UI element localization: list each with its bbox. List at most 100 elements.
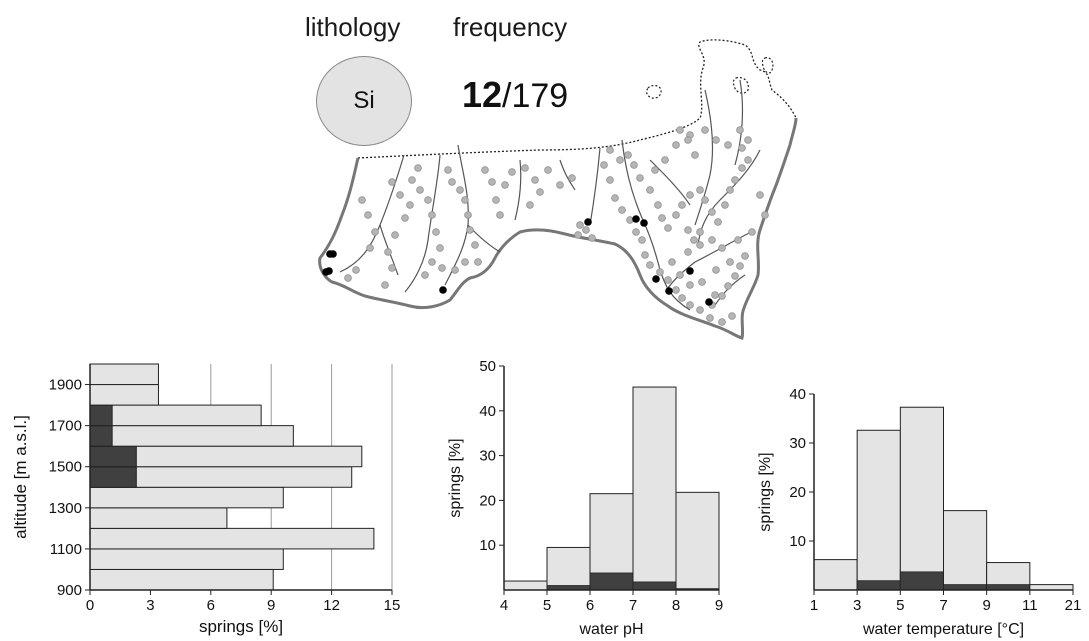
spring-marker bbox=[466, 226, 474, 234]
spring-marker bbox=[744, 156, 752, 164]
selected-spring-marker bbox=[325, 267, 333, 275]
spring-marker bbox=[718, 318, 726, 326]
spring-marker bbox=[696, 306, 704, 314]
spring-marker bbox=[508, 168, 516, 176]
lithology-code: Si bbox=[353, 87, 375, 114]
spring-marker bbox=[721, 201, 729, 209]
selected-spring-marker bbox=[652, 275, 660, 283]
x-tick-label: 11 bbox=[1022, 597, 1038, 614]
bar-all-springs bbox=[675, 491, 720, 591]
y-axis-label: springs [%] bbox=[447, 438, 464, 517]
spring-marker bbox=[371, 228, 379, 236]
bar-all-springs bbox=[89, 527, 375, 550]
spring-marker bbox=[344, 274, 352, 282]
y-tick-label: 30 bbox=[789, 435, 806, 452]
spring-marker bbox=[461, 196, 469, 204]
spring-marker bbox=[588, 234, 596, 242]
spring-marker bbox=[714, 218, 722, 226]
spring-marker bbox=[731, 176, 739, 184]
selected-spring-marker bbox=[329, 250, 337, 258]
spring-marker bbox=[428, 211, 436, 219]
selected-spring-markers bbox=[322, 215, 713, 306]
spring-marker bbox=[416, 186, 424, 194]
ph-histogram: 10 20 30 40 50 4 5 6 7 8 9 water pH springs [%] bbox=[447, 358, 723, 638]
spring-marker bbox=[696, 186, 704, 194]
x-tick-label: 6 bbox=[207, 597, 215, 614]
spring-marker bbox=[526, 201, 534, 209]
spring-marker bbox=[364, 211, 372, 219]
spring-marker bbox=[448, 178, 456, 186]
spring-marker bbox=[672, 141, 680, 149]
selected-spring-marker bbox=[640, 219, 648, 227]
selected-spring-marker bbox=[686, 267, 694, 275]
spring-marker bbox=[741, 252, 749, 260]
spring-marker bbox=[438, 264, 446, 272]
bar-selected-lithology bbox=[89, 466, 137, 488]
spring-marker bbox=[684, 248, 692, 256]
spring-marker bbox=[646, 186, 654, 194]
frequency-total: /179 bbox=[502, 77, 569, 115]
x-tick-label: 9 bbox=[715, 597, 723, 614]
bar-all-springs bbox=[89, 568, 274, 591]
spring-marker bbox=[654, 201, 662, 209]
spring-marker bbox=[606, 176, 614, 184]
river-line bbox=[404, 154, 441, 293]
spring-marker bbox=[384, 248, 392, 256]
river-line bbox=[514, 159, 522, 221]
spring-marker bbox=[678, 294, 686, 302]
spring-marker bbox=[381, 281, 389, 289]
spring-marker bbox=[678, 201, 686, 209]
y-tick-label: 20 bbox=[479, 492, 496, 509]
x-tick-label: 21 bbox=[1065, 597, 1082, 614]
spring-marker bbox=[686, 191, 694, 199]
spring-marker bbox=[488, 178, 496, 186]
x-tick-label: 5 bbox=[543, 597, 551, 614]
bar-all-springs bbox=[813, 559, 858, 591]
dotted-islet bbox=[646, 84, 662, 99]
y-tick-label: 1900 bbox=[49, 377, 82, 394]
spring-marker bbox=[582, 226, 590, 234]
spring-marker bbox=[701, 126, 709, 134]
spring-marker bbox=[684, 226, 692, 234]
lithology-badge: Si bbox=[316, 56, 412, 146]
spring-marker bbox=[352, 266, 360, 274]
spring-marker bbox=[424, 196, 432, 204]
river-line bbox=[734, 79, 744, 166]
x-axis-label: springs [%] bbox=[199, 617, 283, 636]
river-line bbox=[714, 274, 746, 306]
region-map bbox=[318, 39, 798, 340]
spring-marker bbox=[726, 186, 734, 194]
spring-marker bbox=[651, 166, 659, 174]
y-tick-label: 900 bbox=[57, 582, 82, 599]
spring-marker bbox=[638, 236, 646, 244]
y-tick-label: 1300 bbox=[49, 500, 82, 517]
spring-marker bbox=[701, 196, 709, 204]
river-line bbox=[649, 159, 691, 206]
spring-marker bbox=[556, 181, 564, 189]
x-tick-label: 9 bbox=[982, 597, 990, 614]
spring-marker bbox=[690, 236, 698, 244]
spring-marker bbox=[464, 211, 472, 219]
spring-marker bbox=[734, 236, 742, 244]
x-tick-label: 3 bbox=[853, 597, 861, 614]
spring-marker bbox=[600, 161, 608, 169]
x-tick-label: 7 bbox=[939, 597, 947, 614]
spring-marker bbox=[616, 156, 624, 164]
bar-all-springs bbox=[503, 580, 548, 591]
spring-marker bbox=[718, 292, 726, 300]
river-line bbox=[621, 139, 661, 271]
y-tick-label: 50 bbox=[479, 358, 496, 375]
x-tick-label: 1 bbox=[810, 597, 818, 614]
spring-marker bbox=[646, 261, 654, 269]
spring-marker bbox=[664, 224, 672, 232]
y-tick-label: 1500 bbox=[49, 459, 82, 476]
spring-marker bbox=[461, 258, 469, 266]
spring-marker bbox=[712, 266, 720, 274]
temperature-histogram: 10 20 30 40 1 3 5 7 9 11 21 water temperature [°C]… bbox=[757, 386, 1082, 638]
spring-marker bbox=[496, 211, 504, 219]
bar-selected-lithology bbox=[986, 584, 1031, 591]
bar-selected-lithology bbox=[856, 580, 901, 591]
y-axis-label: springs [%] bbox=[757, 452, 774, 531]
spring-marker bbox=[406, 201, 414, 209]
spring-marker bbox=[471, 241, 479, 249]
